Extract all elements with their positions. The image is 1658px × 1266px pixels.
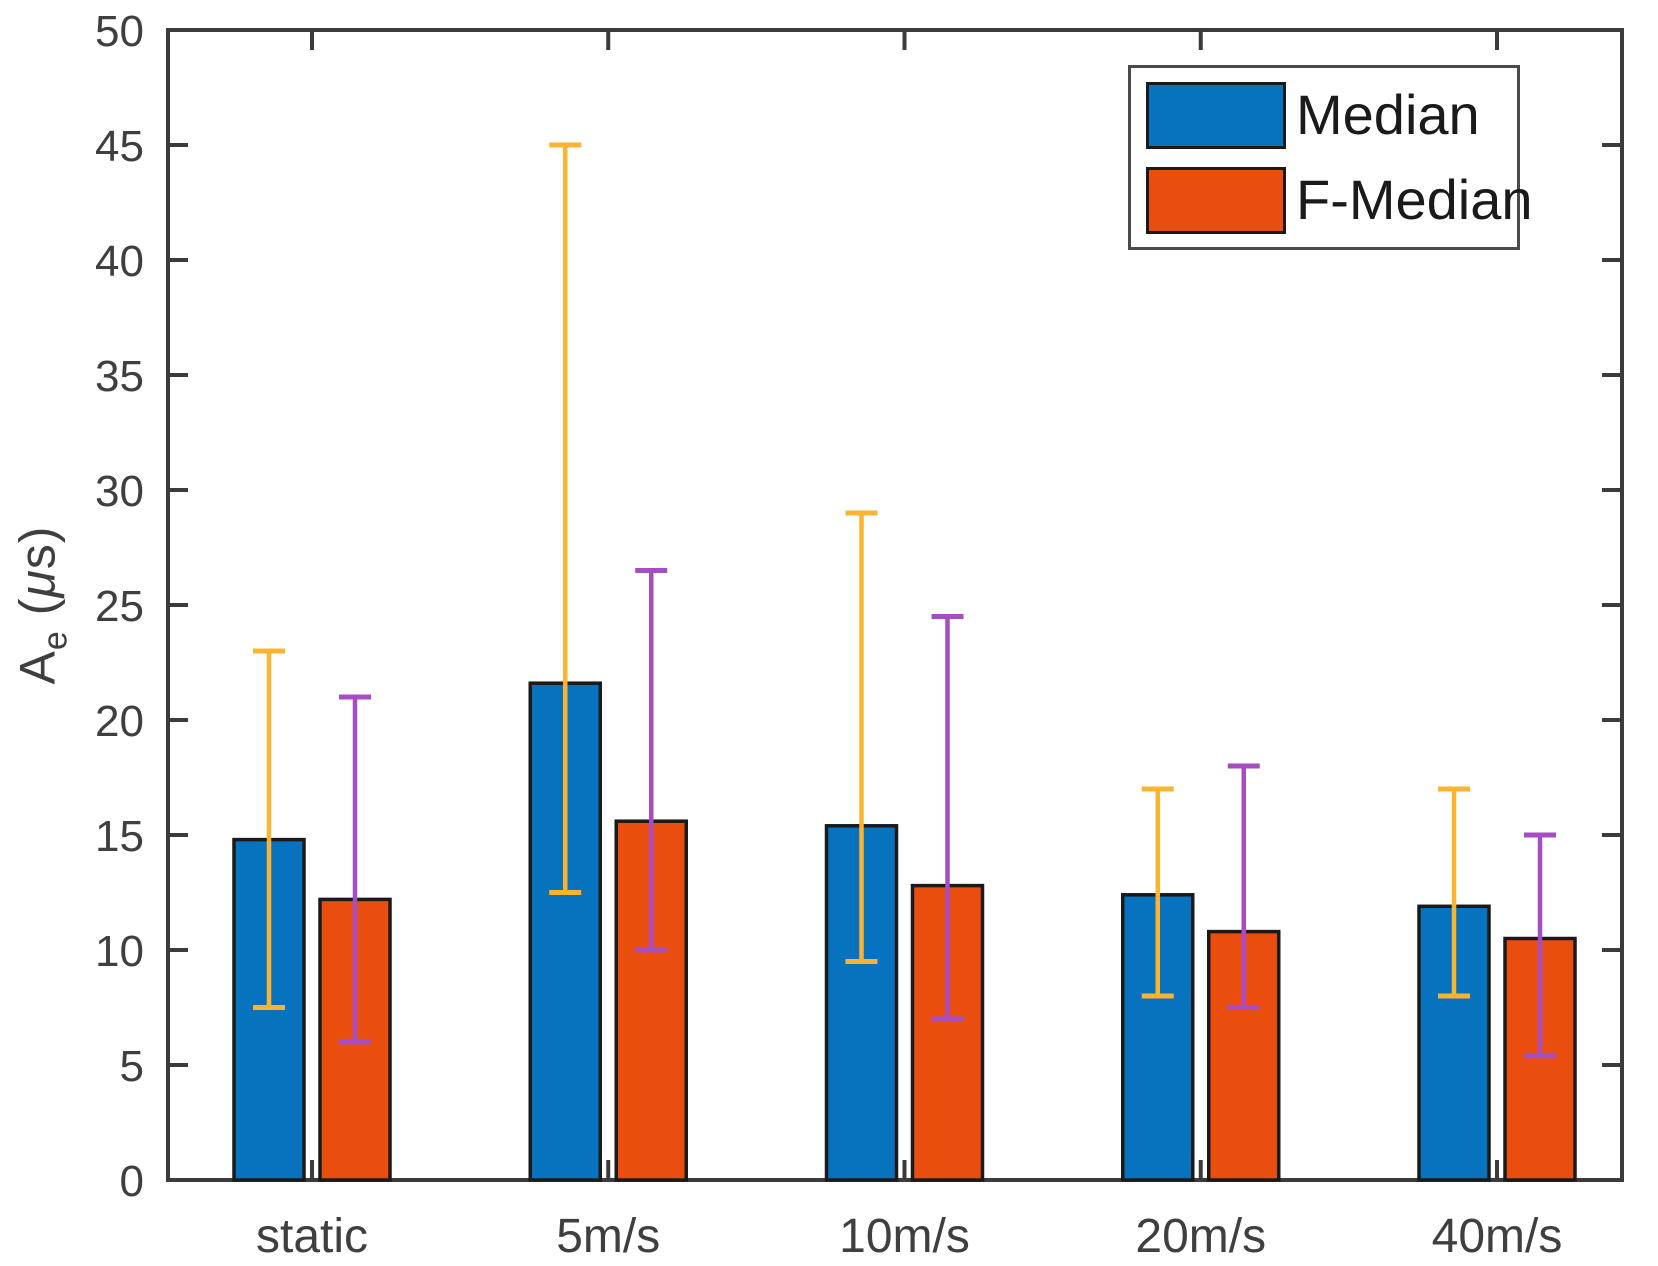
median-swatch <box>1146 81 1286 149</box>
y-axis-label-unit-open: ( <box>9 597 66 631</box>
y-tick-label-50: 50 <box>95 7 144 56</box>
legend-label-median: Median <box>1296 83 1480 146</box>
legend-item-f-median: F-Median <box>1146 166 1533 234</box>
y-tick-label-35: 35 <box>95 352 144 401</box>
y-axis-label-mu: μ <box>9 569 66 598</box>
y-tick-label-25: 25 <box>95 582 144 631</box>
f-median-swatch <box>1146 166 1286 234</box>
y-tick-label-45: 45 <box>95 122 144 171</box>
y-tick-label-30: 30 <box>95 467 144 516</box>
y-tick-label-20: 20 <box>95 697 144 746</box>
y-tick-label-0: 0 <box>120 1157 144 1206</box>
x-tick-label-10m-s: 10m/s <box>839 1210 970 1263</box>
legend-item-median: Median <box>1146 81 1517 149</box>
x-tick-label-20m-s: 20m/s <box>1135 1210 1266 1263</box>
y-axis-label-symbol: A <box>9 650 66 685</box>
y-tick-label-10: 10 <box>95 927 144 976</box>
x-tick-label-40m-s: 40m/s <box>1432 1210 1563 1263</box>
y-axis-label-unit-close: s) <box>9 525 66 570</box>
x-tick-label-5m-s: 5m/s <box>556 1210 660 1263</box>
y-tick-label-15: 15 <box>95 812 144 861</box>
x-tick-label-static: static <box>256 1210 368 1263</box>
y-tick-label-40: 40 <box>95 237 144 286</box>
y-axis-label-subscript: e <box>36 630 75 651</box>
legend: Median F-Median <box>1128 65 1533 250</box>
legend-label-f-median: F-Median <box>1296 168 1533 231</box>
y-axis-label: Ae (μs) <box>9 526 76 685</box>
y-tick-label-5: 5 <box>120 1042 144 1091</box>
